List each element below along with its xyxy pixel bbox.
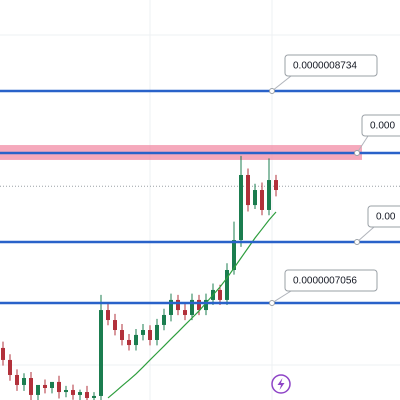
level-label: 0.0000008734 bbox=[293, 61, 357, 72]
anchor bbox=[269, 299, 275, 306]
candle-body bbox=[50, 381, 54, 388]
level-label: 0.0000007056 bbox=[293, 276, 357, 287]
label-connector bbox=[356, 226, 375, 243]
candle-body bbox=[204, 299, 208, 311]
candle-body bbox=[239, 174, 243, 241]
candle-body bbox=[127, 339, 131, 346]
candle-body bbox=[162, 314, 166, 325]
label-connector bbox=[271, 290, 292, 304]
label-box bbox=[367, 205, 400, 228]
candle-body bbox=[36, 384, 40, 395]
candle-body bbox=[15, 374, 19, 385]
candle-body bbox=[176, 299, 180, 311]
lightning-button[interactable] bbox=[271, 374, 291, 394]
level-label: 0.000 bbox=[370, 121, 395, 132]
candle-body bbox=[232, 240, 236, 270]
candle-body bbox=[148, 330, 152, 340]
candle-body bbox=[120, 330, 124, 340]
candle-body bbox=[225, 269, 229, 300]
candle-body bbox=[1, 347, 5, 360]
candle-body bbox=[134, 334, 138, 346]
candle-body bbox=[85, 392, 89, 398]
candle-body bbox=[8, 359, 12, 375]
candle-body bbox=[246, 174, 250, 206]
candle-body bbox=[106, 310, 110, 321]
anchor bbox=[354, 238, 360, 245]
candle-body bbox=[113, 320, 117, 331]
plot: 0.0000008734 0.000 0.00 0.0000007056 bbox=[0, 54, 400, 400]
candle-body bbox=[253, 190, 257, 206]
candle-body bbox=[78, 392, 82, 395]
label-connector bbox=[356, 135, 369, 154]
candle-body bbox=[99, 310, 103, 396]
anchor bbox=[354, 150, 360, 157]
candle-body bbox=[64, 390, 68, 393]
candle-body bbox=[22, 378, 26, 385]
label-box bbox=[284, 269, 378, 292]
moving-average bbox=[107, 211, 277, 399]
candle-body bbox=[274, 180, 278, 191]
candle-body bbox=[43, 384, 47, 388]
anchor bbox=[269, 87, 275, 94]
level-label: 0.00 bbox=[376, 212, 396, 223]
candle-body bbox=[260, 190, 264, 210]
candle-body bbox=[197, 299, 201, 311]
candle-body bbox=[218, 289, 222, 300]
label-box bbox=[361, 114, 400, 137]
candle-body bbox=[190, 299, 194, 315]
candle-body bbox=[71, 390, 75, 395]
candle-body bbox=[267, 180, 271, 210]
candle-body bbox=[57, 381, 61, 393]
candle-body bbox=[92, 395, 96, 398]
candle-body bbox=[169, 299, 173, 315]
candle-body bbox=[183, 310, 187, 315]
candle-body bbox=[29, 378, 33, 395]
candle-body bbox=[141, 330, 145, 335]
candle-body bbox=[155, 324, 159, 340]
label-box bbox=[284, 54, 378, 77]
label-connector bbox=[271, 75, 292, 92]
